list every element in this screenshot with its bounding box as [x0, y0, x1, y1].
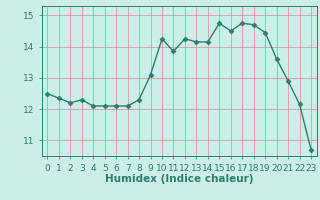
X-axis label: Humidex (Indice chaleur): Humidex (Indice chaleur)	[105, 174, 253, 184]
